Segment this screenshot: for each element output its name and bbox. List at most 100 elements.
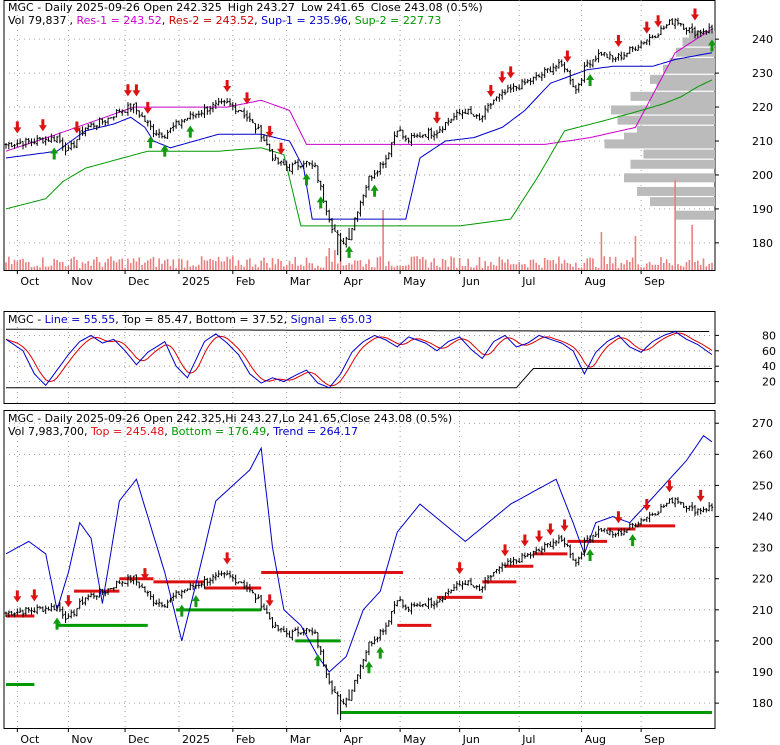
volume-bar-190 xyxy=(543,257,546,270)
volume-bar-93 xyxy=(268,267,271,270)
volume-bar-39 xyxy=(115,262,118,270)
volume-bar-206 xyxy=(589,257,591,270)
volume-bar-155 xyxy=(444,260,447,270)
volume-bar-201 xyxy=(575,262,577,270)
channel-tick-label-4: 220 xyxy=(752,573,773,586)
channel-candles xyxy=(4,496,714,721)
channel-y-axis: 180 190 200 210 220 230 240 250 260 270 xyxy=(715,417,773,710)
volume-bar-227 xyxy=(648,261,651,270)
channel-down-arrow-14 xyxy=(665,480,674,493)
volume-bar-230 xyxy=(657,264,659,270)
volume-bar-103 xyxy=(297,265,299,270)
channel-x-axis: Oct Nov Dec 2025 Feb Mar Apr May Jun Jul Aug Sep xyxy=(16,728,665,745)
channel-x-label-9: Jul xyxy=(521,733,535,745)
sup1-line xyxy=(5,52,713,220)
volume-bar-107 xyxy=(308,262,311,270)
volume-bar-26 xyxy=(78,267,81,270)
volume-bar-69 xyxy=(200,256,203,270)
volume-bar-233 xyxy=(665,259,668,270)
price-down-arrow-12 xyxy=(498,71,507,84)
sup2-label: Sup-2 = 227.73 xyxy=(355,14,442,27)
volume-bar-81 xyxy=(234,265,237,270)
volume-bar-165 xyxy=(473,267,475,270)
price-up-arrow-5 xyxy=(316,196,325,209)
volume-bar-24 xyxy=(73,256,75,270)
signal-arrows xyxy=(13,8,716,258)
channel-up-arrow-4 xyxy=(364,661,373,674)
volume-bar-173 xyxy=(495,265,498,270)
volume-bar-216 xyxy=(617,267,620,270)
volume-profile-bar-6 xyxy=(604,139,715,149)
volume-bar-36 xyxy=(107,258,109,270)
channel-down-arrow-0 xyxy=(13,590,22,603)
channel-down-arrow-13 xyxy=(642,499,651,512)
volume-bar-108 xyxy=(311,263,314,270)
volume-bar-209 xyxy=(597,267,600,270)
volume-bar-218 xyxy=(623,264,625,270)
channel-up-arrow-2 xyxy=(191,595,200,608)
volume-bar-87 xyxy=(251,266,254,270)
volume-bar-140 xyxy=(402,265,404,270)
stoch-tick-label-3: 80 xyxy=(762,329,776,342)
volume-bar-123 xyxy=(353,260,356,270)
volume-bar-92 xyxy=(266,262,268,270)
volume-bar-133 xyxy=(382,210,384,270)
volume-bar-126 xyxy=(362,266,365,270)
price-y-axis: 180 190 200 210 220 230 240 xyxy=(715,33,773,250)
volume-bar-150 xyxy=(430,262,433,270)
volume-bar-56 xyxy=(163,260,166,270)
volume-bar-215 xyxy=(614,256,617,270)
stoch-tick-label-0: 20 xyxy=(762,376,776,389)
price-x-label-1: Nov xyxy=(71,275,93,288)
volume-bar-148 xyxy=(424,259,427,270)
volume-bar-174 xyxy=(498,256,501,270)
channel-down-arrow-10 xyxy=(546,523,555,536)
volume-bar-74 xyxy=(215,261,217,270)
volume-bar-220 xyxy=(628,261,631,270)
volume-bar-114 xyxy=(328,248,331,270)
volume-bar-154 xyxy=(441,258,444,270)
volume-bar-236 xyxy=(674,180,676,270)
volume-bar-149 xyxy=(427,267,430,270)
volume-bar-211 xyxy=(603,256,606,270)
volume-bar-171 xyxy=(490,262,492,270)
price-tick-label-3: 210 xyxy=(752,135,773,148)
channel-tick-label-6: 240 xyxy=(752,511,773,524)
stoch-signal-line xyxy=(5,332,713,387)
channel-down-arrow-2 xyxy=(64,595,73,608)
volume-bar-159 xyxy=(456,267,458,270)
price-down-arrow-11 xyxy=(486,84,495,97)
volume-bar-247 xyxy=(705,266,708,270)
volume-bar-38 xyxy=(112,260,115,270)
channel-x-label-3: 2025 xyxy=(182,733,210,745)
volume-bar-104 xyxy=(300,264,302,270)
volume-bar-44 xyxy=(129,263,132,270)
volume-bar-153 xyxy=(439,267,441,270)
volume-profile-bar-3 xyxy=(624,173,715,183)
channel-down-arrow-9 xyxy=(535,530,544,543)
channel-top-label: Top = 245.48 xyxy=(90,425,164,438)
volume-bar-237 xyxy=(677,264,679,270)
volume-bar-16 xyxy=(50,265,53,270)
channel-down-arrow-4 xyxy=(223,552,232,565)
price-up-arrow-0 xyxy=(50,147,59,160)
price-tick-label-5: 230 xyxy=(752,67,773,80)
volume-bar-70 xyxy=(203,260,206,270)
volume-bar-156 xyxy=(447,266,450,270)
stoch-top-line xyxy=(5,328,710,332)
volume-bar-2 xyxy=(10,264,13,270)
price-down-arrow-3 xyxy=(123,84,132,97)
volume-bar-172 xyxy=(492,264,495,270)
volume-bar-205 xyxy=(586,258,589,270)
volume-bar-8 xyxy=(27,261,30,270)
price-down-arrow-14 xyxy=(563,50,572,63)
volume-bar-90 xyxy=(260,260,262,270)
price-tick-label-4: 220 xyxy=(752,101,773,114)
volume-bar-54 xyxy=(158,258,160,270)
volume-bar-221 xyxy=(631,257,634,270)
stoch-bottom-line xyxy=(6,368,712,389)
volume-bar-191 xyxy=(546,259,549,270)
price-panel-frame xyxy=(3,0,716,271)
volume-bar-1 xyxy=(8,256,10,270)
